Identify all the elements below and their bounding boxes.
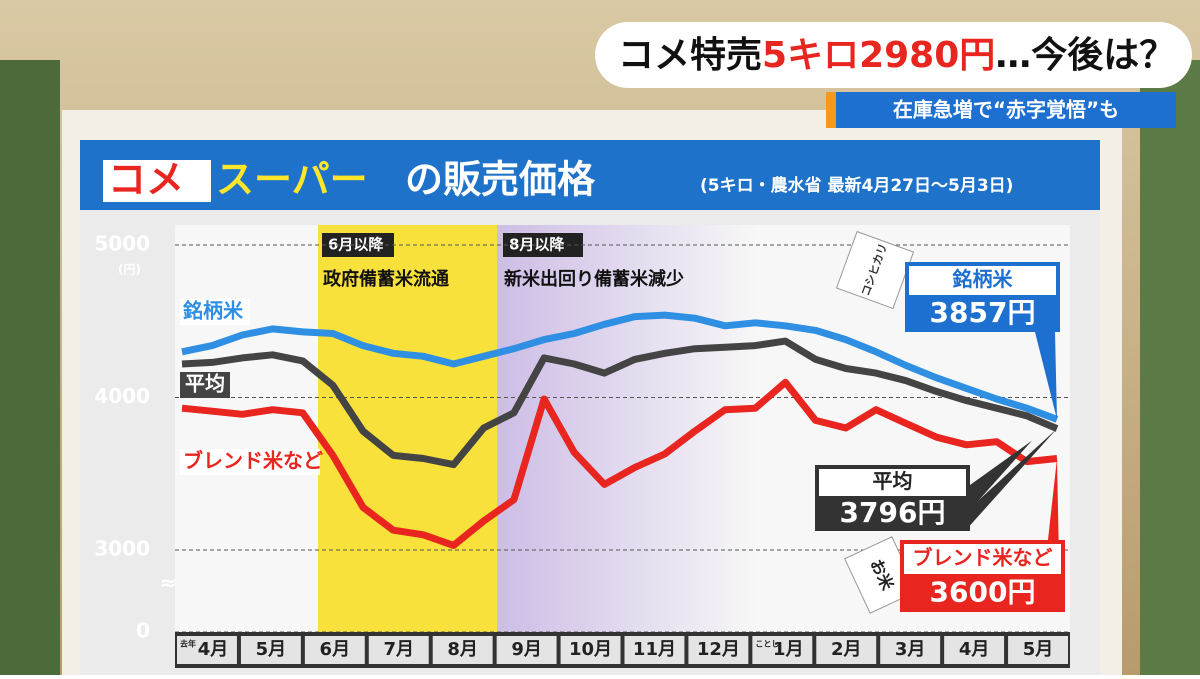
callout-value: 3600円 <box>930 575 1036 608</box>
x-tick-cell <box>688 636 749 664</box>
x-tick-label: 4月 <box>959 639 990 660</box>
x-tick-label: 4月 <box>198 639 229 660</box>
annotation-text: 政府備蓄米流通 <box>323 268 449 290</box>
subheadline-accent <box>826 92 836 128</box>
chart-title-3: の販売価格 <box>405 158 596 202</box>
title-box <box>103 160 211 202</box>
callout-header <box>819 469 966 496</box>
y-unit: (円) <box>118 263 141 277</box>
x-tick-cell <box>752 636 813 664</box>
x-tick-prefix: ことし <box>755 640 779 649</box>
x-tick-label: 7月 <box>383 639 414 660</box>
y-tick-label: 3000 <box>94 537 150 561</box>
x-tick-cell <box>816 636 877 664</box>
callout-name: ブレンド米など <box>913 546 1053 570</box>
x-tick-cell <box>240 636 301 664</box>
x-tick-prefix: 去年 <box>180 639 196 649</box>
subheadline: 在庫急増で“赤字覚悟”も <box>893 98 1119 122</box>
callout-header <box>904 544 1061 574</box>
title-bar <box>80 140 1100 210</box>
y-tick-label: 0 <box>136 619 150 643</box>
headline: コメ特売5キロ2980円…今後は？ <box>618 35 1175 76</box>
plant-wall <box>0 60 60 675</box>
x-tick-cell <box>944 636 1005 664</box>
callout-name: 平均 <box>873 469 913 493</box>
x-tick-label: 8月 <box>447 639 478 660</box>
headline-part: 5キロ2980円 <box>762 35 995 76</box>
series-label: 銘柄米 <box>183 299 244 323</box>
axis-break: ≈ <box>160 571 177 595</box>
x-tick-label: 2月 <box>831 639 862 660</box>
series-line <box>181 378 1058 549</box>
x-tick-label: 11月 <box>633 639 676 660</box>
annotation-span <box>318 225 497 632</box>
x-tick-cell <box>624 636 685 664</box>
callout-pointer <box>1035 332 1057 420</box>
y-tick-label: 5000 <box>94 232 150 256</box>
callout-value: 3857円 <box>930 296 1036 329</box>
x-tick-label: 6月 <box>320 639 351 660</box>
headline-part: コメ特売 <box>618 35 762 76</box>
x-tick-cell <box>880 636 941 664</box>
x-tick-label: 12月 <box>697 639 740 660</box>
annotation-span <box>497 225 757 632</box>
callout-name: 銘柄米 <box>953 267 1014 291</box>
chart-title-1: コメ <box>108 158 184 202</box>
x-tick-label: 10月 <box>569 639 612 660</box>
x-tick-label: 5月 <box>256 639 287 660</box>
x-tick-label: 3月 <box>895 639 926 660</box>
series-label: ブレンド米など <box>183 449 323 473</box>
chart-title-2: スーパー <box>216 158 368 202</box>
annotation-label: 6月以降 <box>328 236 384 254</box>
callout-header <box>909 266 1056 295</box>
x-tick-label: 5月 <box>1023 639 1054 660</box>
series-label: 平均 <box>185 372 225 396</box>
x-tick-cell <box>304 636 365 664</box>
x-tick-cell <box>432 636 493 664</box>
annotation-text: 新米出回り備蓄米減少 <box>504 268 684 290</box>
x-tick-cell <box>560 636 621 664</box>
y-tick-label: 4000 <box>94 384 150 408</box>
series-label-box <box>180 299 250 325</box>
subheadline-box <box>836 92 1176 128</box>
x-tick-label: 9月 <box>511 639 542 660</box>
headline-box <box>595 22 1192 88</box>
series-label-box <box>180 449 320 475</box>
rice-bag <box>835 230 915 310</box>
chart-subtitle: (5キロ・農水省 最新4月27日～5月3日) <box>700 175 1013 196</box>
x-tick-cell <box>368 636 429 664</box>
x-tick-cell <box>1008 636 1068 664</box>
x-tick-cell <box>496 636 557 664</box>
series-line <box>181 337 1059 469</box>
plant-wall <box>1140 60 1200 675</box>
x-tick-cell <box>177 636 237 664</box>
headline-part: …今後は？ <box>995 35 1175 76</box>
callout-pointer <box>970 440 1032 510</box>
x-tick-label: 1月 <box>773 639 804 660</box>
callout-value: 3796円 <box>840 496 946 529</box>
series-label-box <box>180 372 230 398</box>
series-line <box>181 311 1059 423</box>
annotation-label: 8月以降 <box>509 236 565 254</box>
